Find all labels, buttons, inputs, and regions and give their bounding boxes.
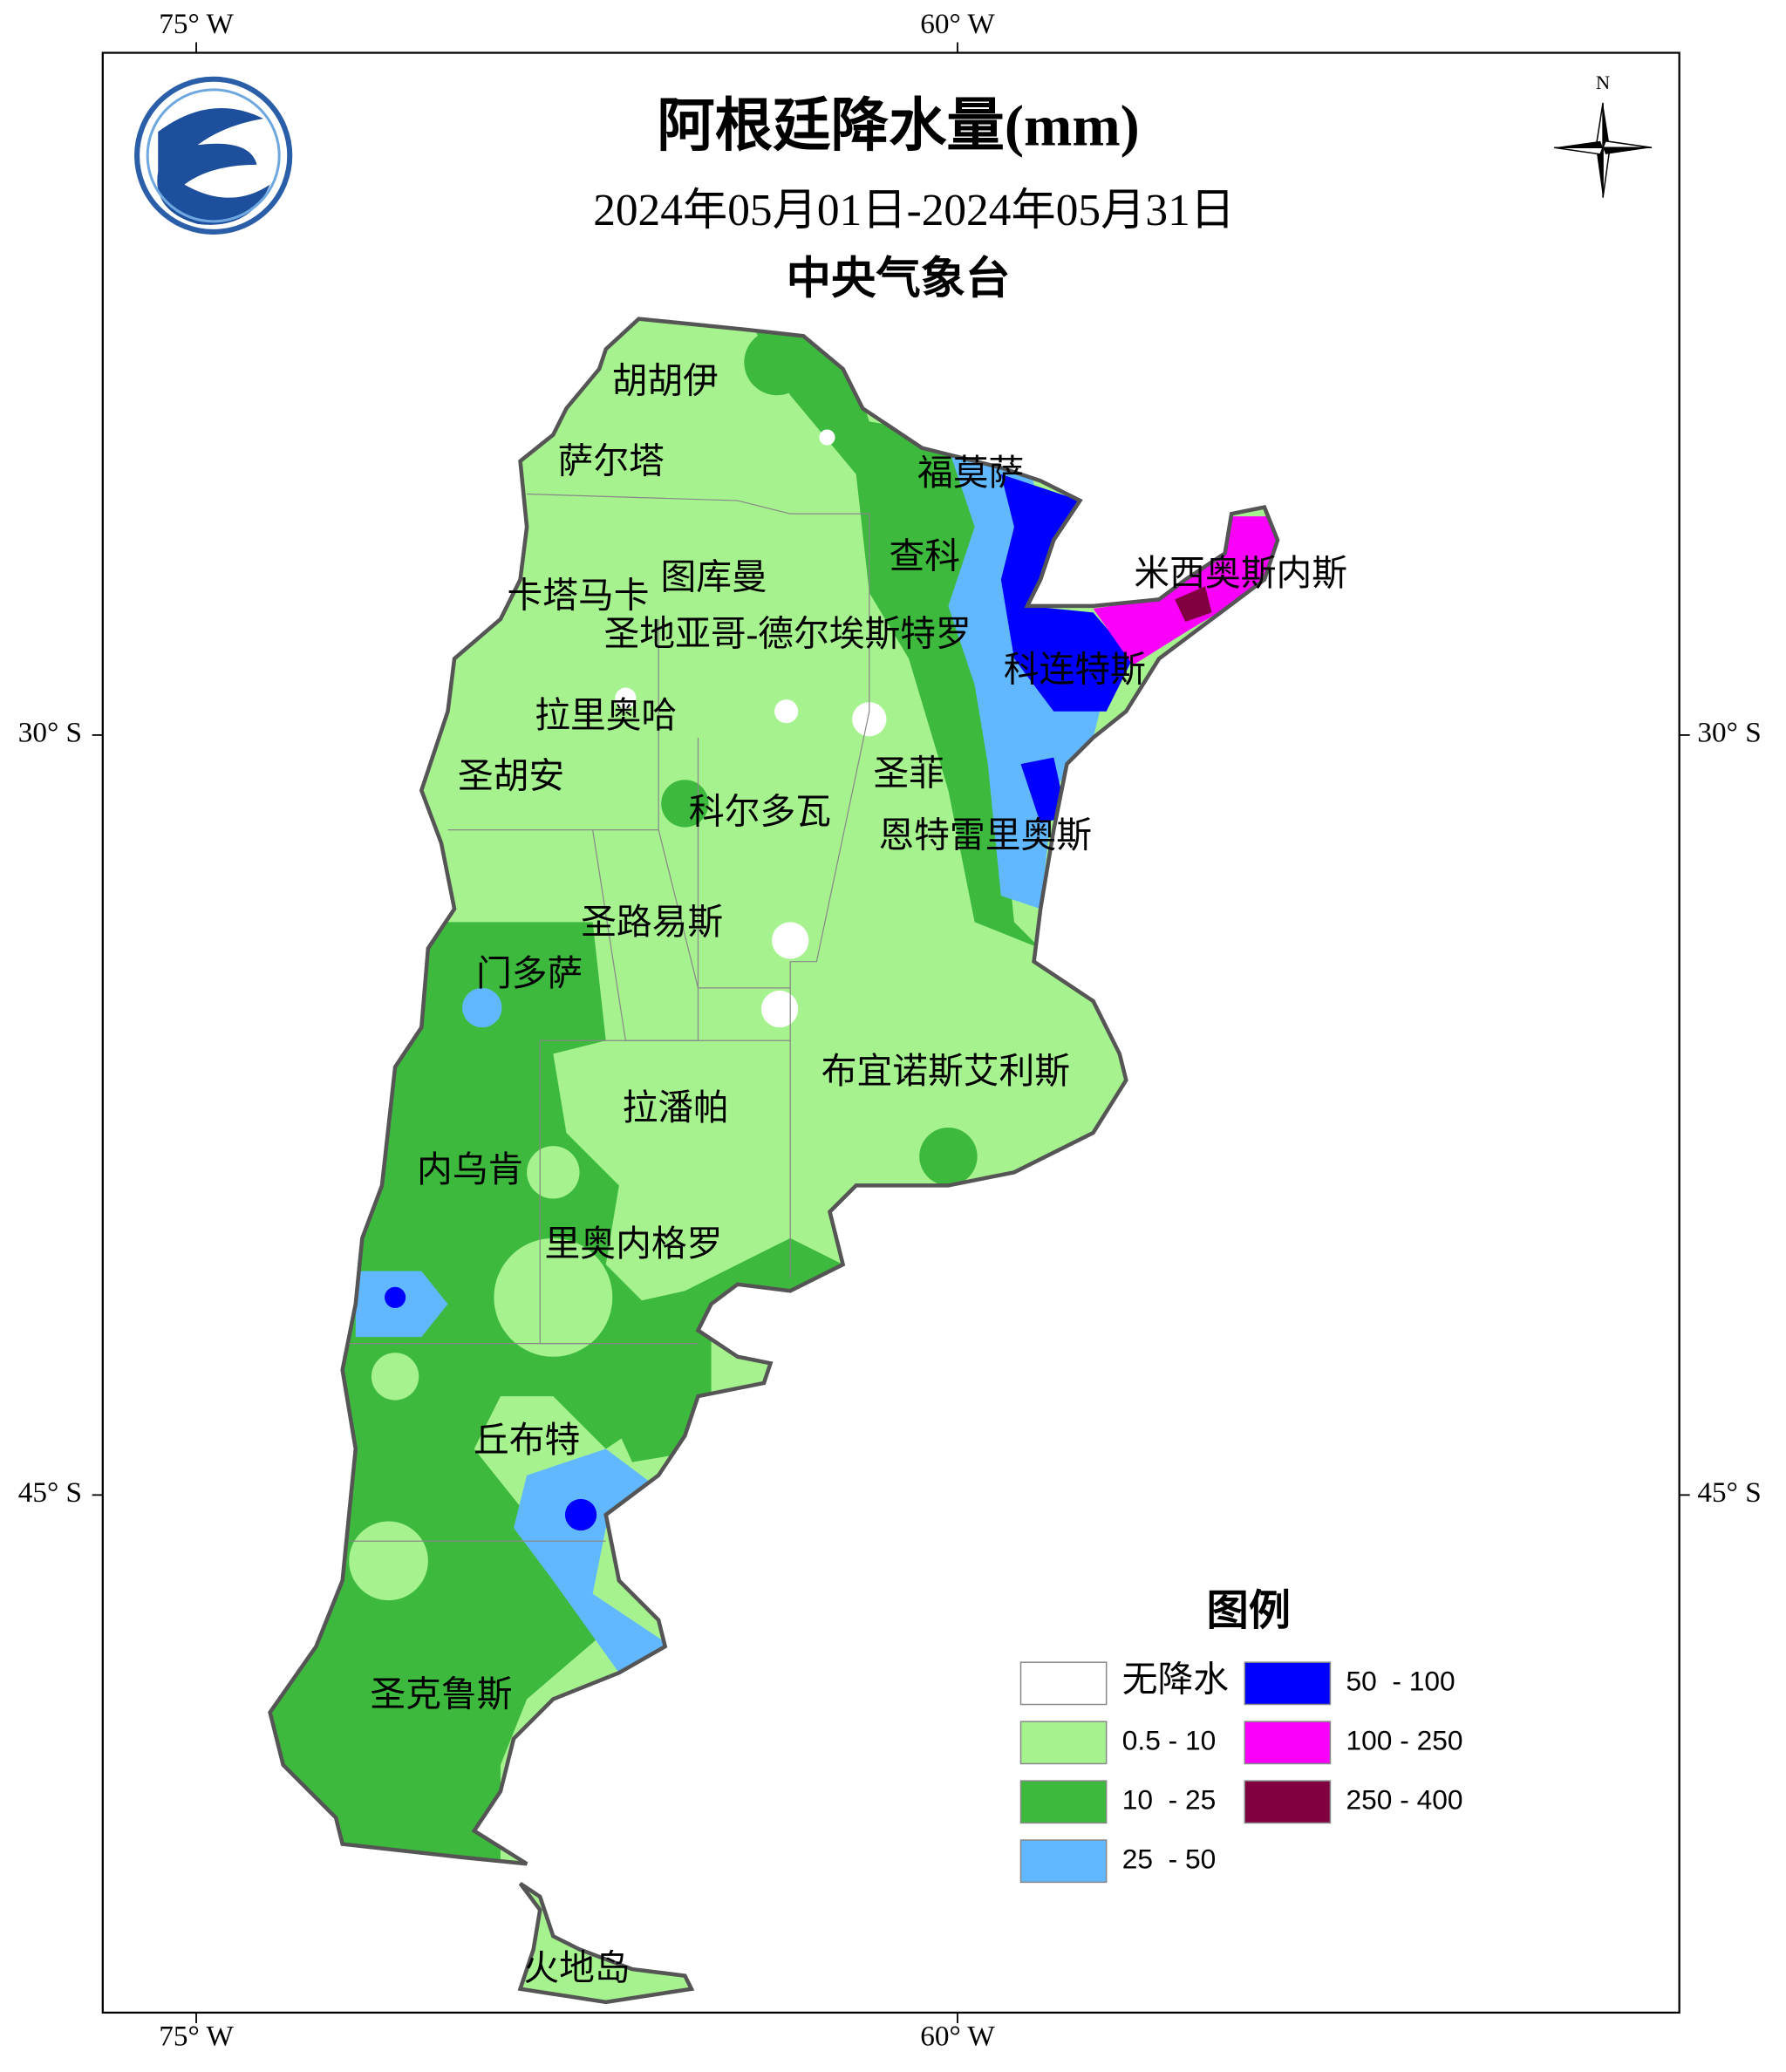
precip-extreme	[1093, 516, 1278, 665]
agency: 中央气象台	[787, 255, 1011, 304]
legend-swatch	[1244, 1661, 1332, 1706]
lon-label: 60° W	[920, 2021, 995, 2053]
province-label: 火地岛	[523, 1948, 630, 1987]
province-label: 里奥内格罗	[545, 1224, 723, 1264]
precip-very-heavy	[1020, 757, 1067, 824]
precip-light	[349, 1521, 428, 1601]
map-title: 阿根廷降水量(mm)	[657, 94, 1140, 158]
no-precip	[774, 699, 799, 724]
province-label: 恩特雷里奥斯	[878, 816, 1092, 855]
compass-north: N	[1596, 72, 1610, 93]
legend-label: 50 - 100	[1346, 1666, 1455, 1697]
precip-very-heavy	[564, 1498, 597, 1531]
province-label: 圣菲	[873, 754, 944, 794]
legend: 无降水 0.5 - 10 10 - 25 25 - 50 50 - 100 100 - 2…	[1019, 1660, 1463, 1884]
province-label: 内乌肯	[417, 1150, 523, 1189]
precip-moderate	[919, 1127, 978, 1186]
precip-heavy	[948, 447, 1107, 910]
province-label: 图库曼	[660, 558, 767, 597]
lat-label: 30° S	[1697, 717, 1761, 749]
no-precip	[772, 922, 809, 959]
no-precip	[819, 429, 835, 446]
legend-label: 0.5 - 10	[1122, 1725, 1217, 1756]
precip-very-heavy	[385, 1286, 406, 1308]
map-subtitle: 2024年05月01日-2024年05月31日	[593, 186, 1235, 235]
lon-label: 75° W	[159, 8, 234, 40]
legend-swatch	[1019, 1661, 1108, 1706]
province-label: 查科	[889, 536, 960, 576]
legend-label: 100 - 250	[1346, 1725, 1463, 1756]
logo	[134, 76, 293, 235]
legend-label: 25 - 50	[1122, 1844, 1217, 1875]
legend-swatch	[1244, 1780, 1332, 1824]
no-precip	[615, 687, 637, 709]
province-label: 圣路易斯	[581, 903, 723, 942]
legend-label: 10 - 25	[1122, 1784, 1217, 1816]
legend-swatch	[1244, 1721, 1332, 1765]
province-label: 拉里奥哈	[535, 696, 677, 735]
province-label: 圣克鲁斯	[370, 1674, 512, 1714]
legend-label: 250 - 400	[1346, 1784, 1463, 1816]
compass	[1554, 102, 1653, 198]
precip-light	[371, 1353, 419, 1401]
graticule-ticks	[92, 42, 1690, 2023]
legend-title: 图例	[1206, 1587, 1291, 1634]
province-label: 米西奥斯内斯	[1134, 554, 1347, 593]
lat-label: 45° S	[18, 1476, 82, 1509]
precip-light	[494, 1237, 613, 1357]
precip-very-heavy	[1000, 474, 1133, 712]
province-label: 福莫萨	[917, 453, 1024, 493]
province-borders	[349, 493, 870, 1542]
lon-label: 60° W	[920, 8, 995, 40]
legend-swatch	[1019, 1721, 1108, 1765]
lat-label: 30° S	[18, 717, 82, 749]
legend-swatch	[1019, 1780, 1108, 1824]
province-label: 萨尔塔	[558, 442, 665, 481]
province-label: 科尔多瓦	[689, 792, 831, 831]
legend-label: 无降水	[1122, 1660, 1229, 1700]
province-label: 圣胡安	[458, 757, 564, 796]
province-label: 布宜诺斯艾利斯	[821, 1052, 1070, 1091]
precip-moderate	[661, 780, 709, 828]
no-precip	[760, 990, 799, 1028]
province-label: 拉潘帕	[623, 1088, 729, 1128]
precip-heavy	[462, 987, 502, 1028]
province-label: 胡胡伊	[612, 362, 719, 401]
precip-moderate	[744, 329, 810, 396]
province-label: 科连特斯	[1004, 650, 1146, 689]
province-label: 丘布特	[474, 1421, 580, 1460]
province-label: 门多萨	[476, 954, 583, 993]
lon-label: 75° W	[159, 2021, 234, 2053]
lat-label: 45° S	[1697, 1476, 1761, 1509]
precip-light	[527, 1146, 580, 1199]
province-label: 圣地亚哥-德尔埃斯特罗	[604, 614, 971, 653]
legend-swatch	[1019, 1839, 1108, 1884]
province-label: 卡塔马卡	[508, 576, 650, 616]
map-frame	[101, 51, 1680, 2014]
precip-exceptional	[1175, 586, 1212, 623]
no-precip	[852, 702, 887, 737]
